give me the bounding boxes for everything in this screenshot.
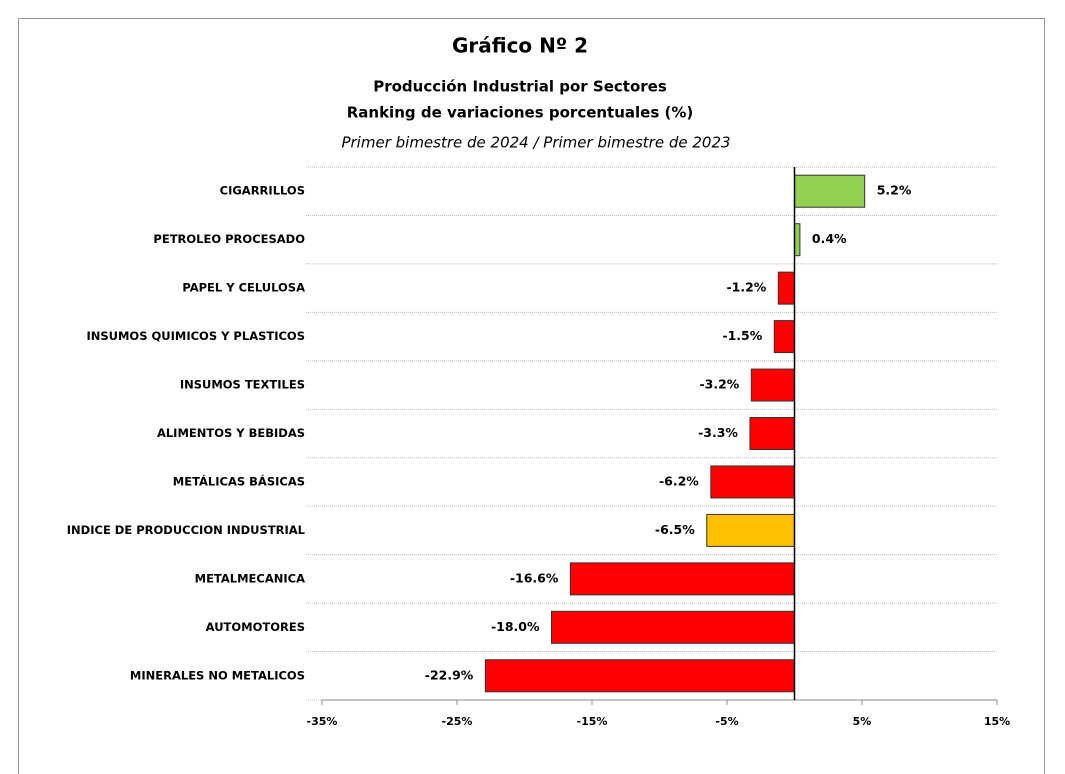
x-tick-label: -5% [715,715,738,728]
chart-subtitle: Ranking de variaciones porcentuales (%) [347,104,694,122]
value-label: -1.2% [726,280,766,295]
bar [706,513,795,547]
bar [750,368,795,402]
category-label: METALMECANICA [195,571,305,585]
category-label: AUTOMOTORES [206,620,305,634]
category-label: PAPEL Y CELULOSA [182,281,305,295]
bar [484,659,795,693]
value-label: -3.2% [699,377,739,392]
value-label: -16.6% [510,570,559,585]
category-label: CIGARRILLOS [220,184,305,198]
chart-period: Primer bimestre de 2024 / Primer bimestr… [341,134,730,152]
x-tick-label: 15% [984,715,1010,728]
value-label: -18.0% [491,619,540,634]
category-label: METÁLICAS BÁSICAS [173,473,305,488]
value-label: -3.3% [698,425,738,440]
category-label: ALIMENTOS Y BEBIDAS [157,426,305,440]
value-label: 0.4% [812,231,847,246]
chart-frame [18,18,1045,774]
value-label: -6.2% [659,473,699,488]
x-tick-label: -35% [307,715,338,728]
bar [773,320,795,354]
bar [749,417,796,450]
bar [710,465,795,499]
bar [794,174,866,208]
value-label: -6.5% [655,522,695,537]
value-label: -1.5% [722,328,762,343]
value-label: -22.9% [425,667,474,682]
category-label: MINERALES NO METALICOS [130,668,305,682]
x-tick-label: 5% [853,715,872,728]
x-tick-label: -25% [442,715,473,728]
category-label: INDICE DE PRODUCCION INDUSTRIAL [67,523,306,537]
chart-subtitle: Producción Industrial por Sectores [373,78,667,96]
x-tick-label: -15% [577,715,608,728]
bar [777,271,795,305]
chart-title: Gráfico Nº 2 [452,34,588,58]
category-label: INSUMOS QUIMICOS Y PLASTICOS [86,329,305,343]
bar [794,223,801,257]
value-label: 5.2% [877,183,912,198]
bar [551,610,795,644]
category-label: INSUMOS TEXTILES [180,378,305,392]
bar [569,562,796,596]
category-label: PETROLEO PROCESADO [153,232,305,246]
